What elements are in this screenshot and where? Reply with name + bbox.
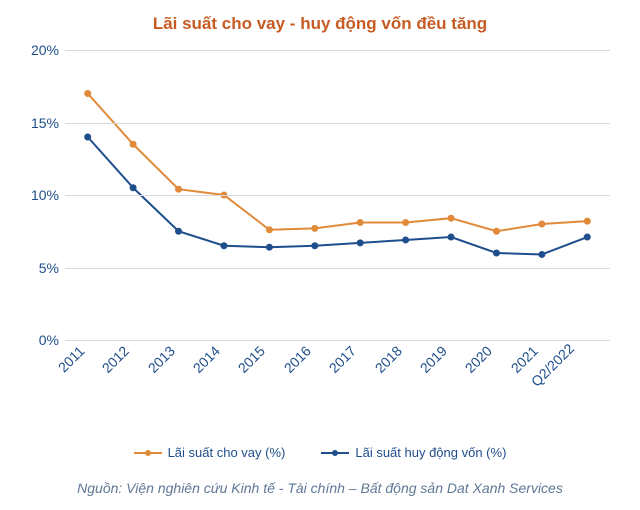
x-tick-label: 2016 <box>280 343 313 376</box>
plot-area: 0%5%10%15%20%201120122013201420152016201… <box>65 50 610 340</box>
data-point <box>311 242 318 249</box>
chart-container: Lãi suất cho vay - huy động vốn đều tăng… <box>0 0 640 510</box>
data-point <box>311 225 318 232</box>
y-tick-label: 5% <box>39 260 65 276</box>
data-point <box>538 251 545 258</box>
data-point <box>220 242 227 249</box>
data-point <box>357 239 364 246</box>
x-tick-label: 2020 <box>462 343 495 376</box>
data-point <box>84 134 91 141</box>
gridline <box>65 268 610 269</box>
data-point <box>130 184 137 191</box>
data-point <box>402 236 409 243</box>
legend-label-lending: Lãi suất cho vay (%) <box>168 445 286 460</box>
y-tick-label: 0% <box>39 332 65 348</box>
data-point <box>175 186 182 193</box>
legend: Lãi suất cho vay (%) Lãi suất huy động v… <box>0 445 640 460</box>
data-point <box>448 215 455 222</box>
chart-title: Lãi suất cho vay - huy động vốn đều tăng <box>0 14 640 34</box>
x-tick-label: 2017 <box>326 343 359 376</box>
source-text: Nguồn: Viện nghiên cứu Kinh tế - Tài chí… <box>0 480 640 496</box>
x-tick-label: 2018 <box>371 343 404 376</box>
data-point <box>84 90 91 97</box>
x-tick-label: 2012 <box>99 343 132 376</box>
data-point <box>357 219 364 226</box>
y-tick-label: 15% <box>31 115 65 131</box>
data-point <box>493 228 500 235</box>
data-point <box>175 228 182 235</box>
legend-swatch-lending <box>134 452 162 454</box>
x-tick-label: 2013 <box>144 343 177 376</box>
series-line <box>88 94 588 232</box>
x-tick-label: 2014 <box>190 343 223 376</box>
data-point <box>130 141 137 148</box>
data-point <box>402 219 409 226</box>
data-point <box>493 250 500 257</box>
x-tick-label: 2015 <box>235 343 268 376</box>
data-point <box>266 226 273 233</box>
gridline <box>65 123 610 124</box>
y-tick-label: 20% <box>31 42 65 58</box>
legend-item-lending: Lãi suất cho vay (%) <box>134 445 286 460</box>
x-axis-line <box>65 340 610 341</box>
data-point <box>584 218 591 225</box>
data-point <box>538 221 545 228</box>
data-point <box>584 234 591 241</box>
legend-label-deposit: Lãi suất huy động vốn (%) <box>355 445 506 460</box>
legend-swatch-deposit <box>321 452 349 454</box>
gridline <box>65 50 610 51</box>
y-tick-label: 10% <box>31 187 65 203</box>
gridline <box>65 195 610 196</box>
data-point <box>448 234 455 241</box>
x-tick-label: 2019 <box>417 343 450 376</box>
data-point <box>266 244 273 251</box>
legend-item-deposit: Lãi suất huy động vốn (%) <box>321 445 506 460</box>
